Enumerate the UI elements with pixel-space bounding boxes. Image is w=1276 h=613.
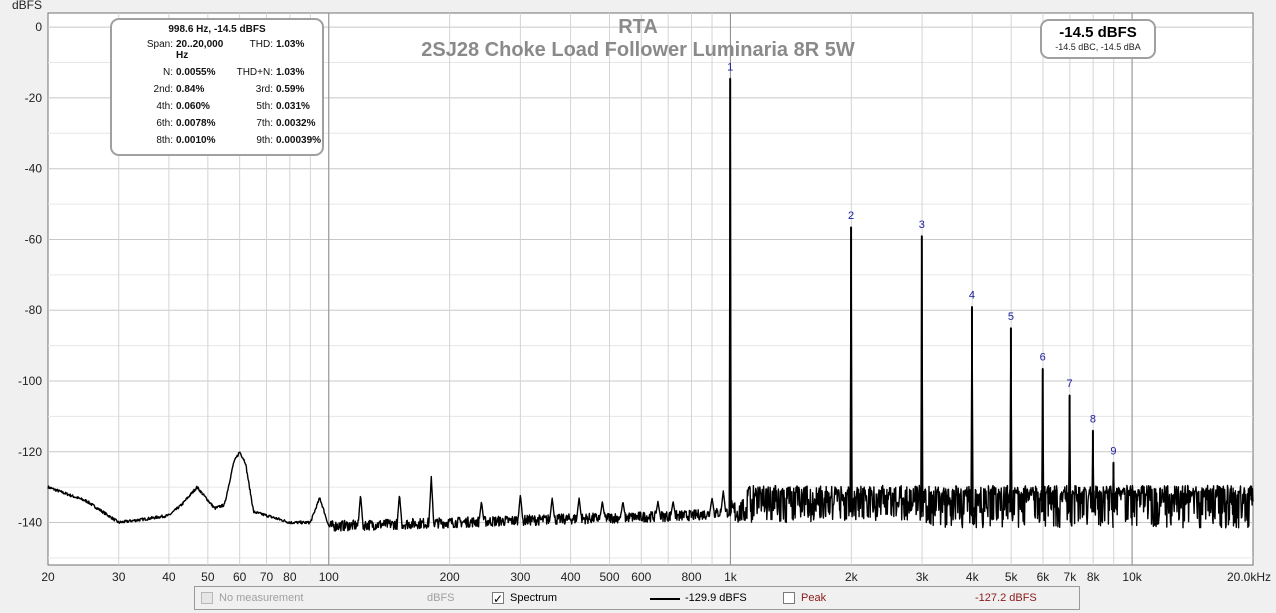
y-tick-label: 0 [35,20,42,34]
x-tick-label: 200 [440,570,460,584]
y-tick-label: -40 [25,162,43,176]
spectrum-legend-line [650,598,680,600]
x-tick-label: 30 [112,570,126,584]
level-readout: -14.5 dBFS -14.5 dBC, -14.5 dBA [1040,19,1156,59]
stats-value: 0.031% [276,101,310,112]
x-tick-label: 800 [681,570,701,584]
y-tick-label: -100 [18,374,42,388]
stats-value: 0.0078% [176,118,216,129]
x-tick-label: 5k [1005,570,1019,584]
stats-key: 8th: [156,135,173,146]
y-tick-label: -80 [25,303,43,317]
stats-value: 0.0055% [176,67,216,78]
no-measurement-checkbox[interactable] [201,592,213,604]
x-tick-label: 600 [631,570,651,584]
x-tick-label: 80 [283,570,297,584]
y-tick-label: -140 [18,516,42,530]
level-main: -14.5 dBFS [1059,24,1137,41]
stats-key: N: [163,67,173,78]
stats-value: 0.060% [176,101,210,112]
harmonic-label-2: 2 [848,210,854,222]
stats-value: 0.59% [276,84,305,95]
stats-key: 9th: [256,135,273,146]
harmonic-label-4: 4 [969,290,975,302]
chart-title: RTA [618,16,658,38]
x-tick-label: 70 [260,570,274,584]
x-tick-label: 4k [966,570,980,584]
stats-header: 998.6 Hz, -14.5 dBFS [168,24,266,35]
stats-key: 4th: [156,101,173,112]
x-tick-label: 50 [201,570,215,584]
stats-key: Span: [146,39,173,50]
legend-bar: No measurement dBFS ✓ Spectrum -129.9 dB… [194,586,1080,610]
stats-value: 0.00039% [276,135,322,146]
peak-checkbox[interactable] [783,592,795,604]
harmonic-label-9: 9 [1110,445,1116,457]
x-tick-label: 100 [319,570,339,584]
y-tick-label: -120 [18,445,42,459]
stats-value: 20..20,000 Hz [176,39,224,61]
harmonic-label-5: 5 [1008,311,1014,323]
x-tick-label: 400 [561,570,581,584]
x-tick-label: 8k [1087,570,1101,584]
harmonic-label-3: 3 [919,219,925,231]
harmonic-label-7: 7 [1067,378,1073,390]
x-tick-label: 60 [233,570,247,584]
x-tick-label: 300 [510,570,530,584]
stats-key: 5th: [256,101,273,112]
x-tick-label: 3k [916,570,930,584]
harmonic-label-6: 6 [1040,352,1046,364]
stats-key: 2nd: [153,84,173,95]
x-tick-label: 20 [41,570,55,584]
tick-labels: 0 -20 -40 -60 -80 -100 -120 -140 20 30 40 50 60 70 80 1… [18,20,1271,584]
y-tick-label: -60 [25,232,43,246]
x-tick-label: 10k [1122,570,1142,584]
no-measurement-unit: dBFS [427,592,455,604]
stats-key: 6th: [156,118,173,129]
stats-value: 1.03% [276,39,305,50]
x-tick-label: 500 [599,570,619,584]
spectrum-line [47,77,1254,532]
peak-value: -127.2 dBFS [975,592,1037,604]
x-tick-label: 2k [845,570,859,584]
x-tick-label: 40 [162,570,176,584]
spectrum-label: Spectrum [510,592,558,604]
stats-value: 0.84% [176,84,205,95]
chart-subtitle: 2SJ28 Choke Load Follower Luminaria 8R 5… [421,39,855,61]
x-tick-label: 6k [1037,570,1051,584]
stats-value: 0.0010% [176,135,216,146]
stats-value: 0.0032% [276,118,316,129]
x-tick-label: 7k [1064,570,1078,584]
harmonic-label-1: 1 [727,61,733,73]
level-sub: -14.5 dBC, -14.5 dBA [1055,42,1141,52]
stats-key: 7th: [256,118,273,129]
stats-value: 1.03% [276,67,305,78]
stats-key: THD+N: [236,67,273,78]
y-axis-label: dBFS [12,0,42,12]
peak-label: Peak [801,592,827,604]
spectrum-trace: 1 2 3 4 5 6 7 8 9 [47,61,1254,532]
stats-key: 3rd: [255,84,273,95]
distortion-stats-box: 998.6 Hz, -14.5 dBFS Span: 20..20,000 Hz T… [110,18,324,156]
stats-key: THD: [249,39,273,50]
spectrum-value: -129.9 dBFS [685,592,747,604]
spectrum-checkbox[interactable]: ✓ [492,592,504,606]
stats-grid: Span: 20..20,000 Hz THD: 1.03% N: 0.0055% THD+… [116,39,321,146]
no-measurement-label: No measurement [219,592,304,604]
harmonic-label-8: 8 [1090,414,1096,426]
x-tick-label: 1k [724,570,738,584]
x-tick-label: 20.0kHz [1227,570,1271,584]
y-tick-label: -20 [25,91,43,105]
